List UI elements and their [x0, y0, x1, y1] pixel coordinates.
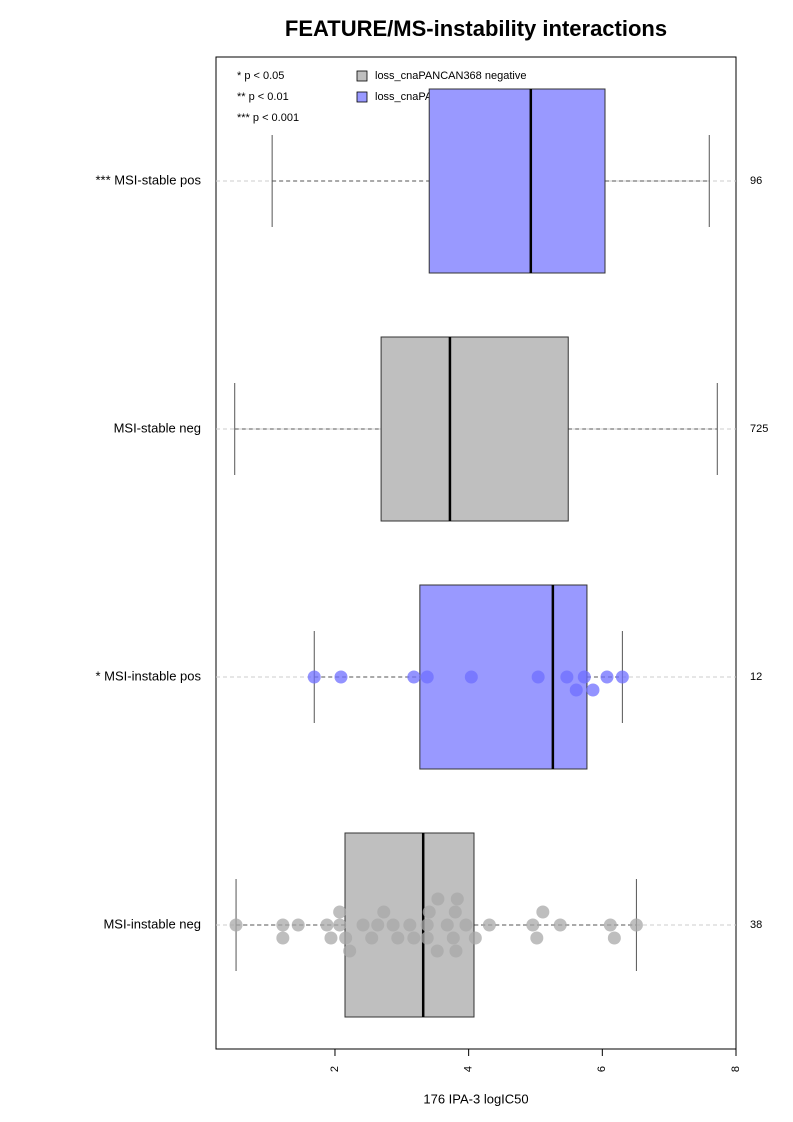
chart-title: FEATURE/MS-instability interactions	[285, 16, 667, 41]
box	[428, 88, 606, 274]
data-point	[407, 931, 421, 945]
data-point	[324, 931, 338, 945]
data-point	[615, 670, 629, 684]
legend-swatch	[356, 70, 368, 82]
data-point	[291, 918, 305, 932]
data-point	[607, 931, 621, 945]
data-point	[449, 944, 463, 958]
data-point	[403, 918, 417, 932]
data-point	[536, 905, 550, 919]
data-point	[407, 670, 421, 684]
data-point	[307, 670, 321, 684]
data-point	[229, 918, 243, 932]
data-point	[276, 931, 290, 945]
data-point	[629, 918, 643, 932]
x-tick-label: 8	[730, 1066, 742, 1072]
group-label: MSI-instable neg	[103, 916, 201, 931]
data-point	[531, 670, 545, 684]
box	[380, 336, 569, 522]
data-point	[420, 931, 434, 945]
data-point	[365, 931, 379, 945]
data-point	[530, 931, 544, 945]
data-point	[356, 918, 370, 932]
data-point	[586, 683, 600, 697]
data-point	[377, 905, 391, 919]
data-point	[431, 892, 445, 906]
data-point	[446, 931, 460, 945]
legend-label: loss_cnaPANCAN368 negative	[375, 70, 526, 82]
data-point	[569, 683, 583, 697]
data-point	[430, 944, 444, 958]
data-point	[371, 918, 385, 932]
data-point	[526, 918, 540, 932]
data-point	[420, 670, 434, 684]
data-point	[391, 931, 405, 945]
data-point	[468, 931, 482, 945]
data-point	[386, 918, 400, 932]
data-point	[464, 670, 478, 684]
x-tick-label: 2	[329, 1066, 341, 1072]
group-count: 38	[750, 919, 762, 931]
significance-note: *** p < 0.001	[237, 112, 299, 124]
data-point	[450, 892, 464, 906]
data-point	[440, 918, 454, 932]
x-axis-label: 176 IPA-3 logIC50	[423, 1091, 528, 1106]
group-count: 12	[750, 671, 762, 683]
data-point	[553, 918, 567, 932]
data-point	[343, 944, 357, 958]
box	[419, 584, 588, 770]
data-point	[600, 670, 614, 684]
legend-swatch	[356, 91, 368, 103]
x-tick-label: 4	[463, 1066, 475, 1072]
data-point	[577, 670, 591, 684]
data-point	[422, 905, 436, 919]
data-point	[448, 905, 462, 919]
data-point	[560, 670, 574, 684]
group-count: 725	[750, 423, 768, 435]
data-point	[333, 905, 347, 919]
data-point	[482, 918, 496, 932]
data-point	[603, 918, 617, 932]
x-tick-label: 6	[596, 1066, 608, 1072]
group-label: *** MSI-stable pos	[96, 172, 202, 187]
data-point	[320, 918, 334, 932]
group-count: 96	[750, 175, 762, 187]
significance-note: * p < 0.05	[237, 70, 284, 82]
data-point	[459, 918, 473, 932]
group-label: MSI-stable neg	[114, 420, 201, 435]
data-point	[276, 918, 290, 932]
data-point	[420, 918, 434, 932]
group-label: * MSI-instable pos	[96, 668, 202, 683]
data-point	[333, 918, 347, 932]
significance-note: ** p < 0.01	[237, 91, 289, 103]
data-point	[334, 670, 348, 684]
data-point	[339, 931, 353, 945]
